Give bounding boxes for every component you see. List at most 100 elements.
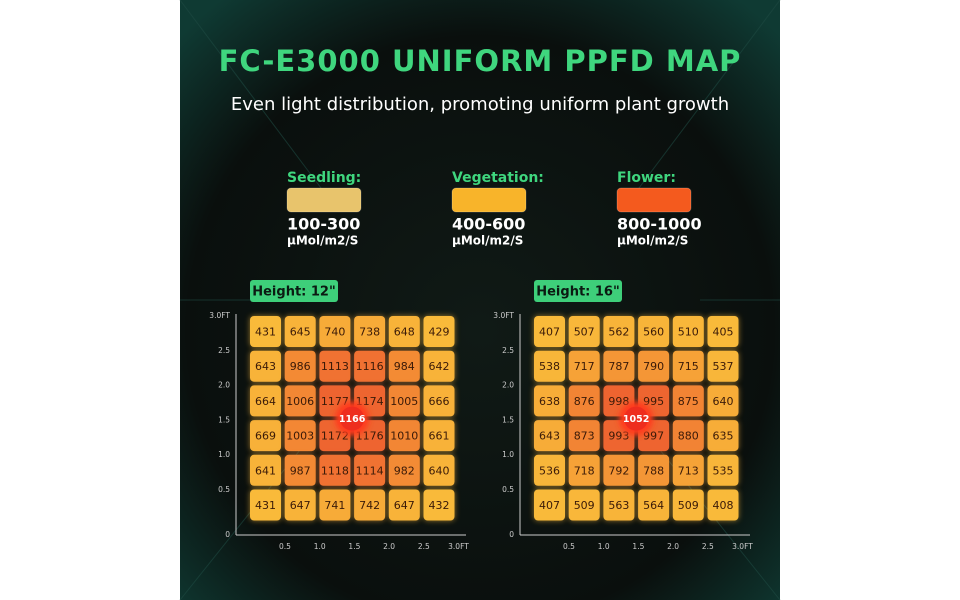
cell [672,350,704,382]
cell-value: 510 [678,326,699,339]
center-badge [340,406,365,431]
legend-label: Flower: [617,170,676,186]
y-tick-label: 0 [509,530,514,539]
cell-value: 405 [713,326,734,339]
cell [568,454,600,486]
legend-range: 400-600 [452,215,525,234]
cell-value: 1172 [321,430,349,443]
y-tick-label: 3.0FT [209,311,230,320]
cell [603,454,635,486]
subtitle: Even light distribution, promoting unifo… [231,94,729,115]
cell [568,350,600,382]
cell [250,316,281,347]
cell [284,316,316,347]
rays [179,0,781,600]
cell-value: 535 [713,464,734,477]
cell [250,350,281,382]
cell-value: 407 [539,499,560,512]
cell [388,420,420,452]
cell [388,489,420,521]
cell-value: 640 [713,395,734,408]
cell [603,316,635,347]
cell-value: 638 [539,395,560,408]
cell [354,489,386,521]
cell [672,385,704,417]
cell-value: 1010 [390,430,418,443]
cell [707,316,739,347]
cell [534,350,565,382]
cell [534,385,565,417]
cell-value: 873 [574,430,595,443]
cell [568,420,600,452]
cell-value: 538 [539,360,560,373]
cell-value: 1114 [356,464,384,477]
cell-value: 998 [608,395,629,408]
cell [250,420,281,452]
cell-value: 1113 [321,360,349,373]
cell [638,454,670,486]
cell [707,454,739,486]
cell [284,489,316,521]
center-value: 1166 [339,414,366,425]
cell-value: 788 [643,464,664,477]
cell [319,350,351,382]
cell [388,385,420,417]
x-tick-label: 2.5 [702,542,714,551]
cell-value: 647 [290,499,311,512]
cell-value: 642 [429,360,450,373]
cell [707,489,739,521]
legend-swatch [451,187,527,213]
cell-value: 787 [608,360,629,373]
cell-value: 431 [255,499,276,512]
cell-value: 645 [290,326,311,339]
cell [568,316,600,347]
cell-value: 407 [539,326,560,339]
y-tick-label: 1.0 [502,450,514,459]
legend-range: 800-1000 [617,215,702,234]
y-tick-label: 2.0 [218,381,230,390]
cell [534,420,565,452]
cell-value: 738 [359,326,380,339]
cell [603,489,635,521]
legend-swatch [286,187,362,213]
cell-value: 995 [643,395,664,408]
x-tick-label: 2.5 [418,542,430,551]
x-tick-label: 0.5 [563,542,575,551]
legend-unit: μMol/m2/S [287,234,358,248]
cell-value: 1174 [356,395,384,408]
cell-value: 641 [255,464,276,477]
cell-value: 666 [429,395,450,408]
y-tick-label: 0.5 [218,485,230,494]
cell [284,420,316,452]
y-tick-label: 1.0 [218,450,230,459]
cell [603,350,635,382]
y-tick-label: 2.0 [502,381,514,390]
cell-value: 509 [678,499,699,512]
x-tick-label: 3.0FT [732,542,753,551]
cell-value: 1118 [321,464,349,477]
cell-value: 742 [359,499,380,512]
legend-unit: μMol/m2/S [617,234,688,248]
cell [250,454,281,486]
y-tick-label: 0.5 [502,485,514,494]
cell-value: 1116 [356,360,384,373]
cell [388,350,420,382]
cell [250,385,281,417]
cell-value: 537 [713,360,734,373]
cell [423,454,455,486]
x-tick-label: 2.0 [383,542,395,551]
cell-value: 875 [678,395,699,408]
cell [638,489,670,521]
cell-value: 997 [643,430,664,443]
cell-value: 982 [394,464,415,477]
cell [423,489,455,521]
cell [388,316,420,347]
x-tick-label: 2.0 [667,542,679,551]
cell-value: 564 [643,499,664,512]
center-badge [624,406,649,431]
cell-value: 1176 [356,430,384,443]
cell-value: 431 [255,326,276,339]
height-label: Height: 16" [536,285,620,300]
cell-value: 741 [324,499,345,512]
